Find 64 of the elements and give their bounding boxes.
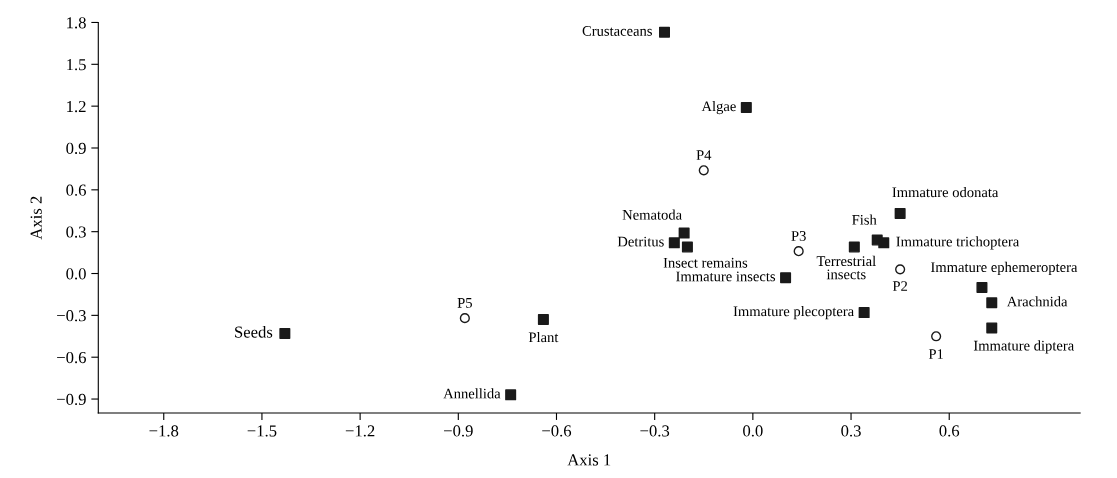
point <box>678 227 690 239</box>
point <box>895 264 906 275</box>
annotation: Annellida <box>443 388 501 399</box>
y-tick-label: 0.3 <box>66 226 86 238</box>
annotation: Arachnida <box>1006 296 1068 307</box>
y-axis-title: Axis 2 <box>30 196 42 240</box>
y-tick-label: 1.8 <box>67 17 86 29</box>
annotation: Immature ephemeroptera <box>930 261 1078 276</box>
x-tick-label: −0.3 <box>640 425 670 437</box>
point <box>698 165 709 176</box>
annotation: Immature odonata <box>892 186 999 198</box>
x-tick-label: −0.6 <box>542 425 572 437</box>
point <box>681 241 693 253</box>
annotation: Terrestrial insects <box>816 255 876 280</box>
y-tick-label: −0.9 <box>57 393 86 406</box>
annotation: Plant <box>528 331 559 343</box>
annotation: Algae <box>701 100 736 115</box>
point <box>740 102 752 114</box>
y-tick-label: 0.0 <box>66 268 86 280</box>
y-tick-label: −0.6 <box>57 351 86 364</box>
point <box>931 331 942 342</box>
annotation: P5 <box>457 298 472 308</box>
y-tick-label: 0.6 <box>66 184 86 196</box>
x-tick-label: −1.8 <box>149 425 179 437</box>
point <box>793 246 804 257</box>
point <box>658 26 670 38</box>
point <box>858 307 870 319</box>
annotation: P4 <box>696 150 712 160</box>
y-tick-label: −0.3 <box>57 310 86 322</box>
annotation: Detritus <box>617 236 664 247</box>
annotation: Seeds <box>235 325 273 338</box>
x-tick-label: −1.5 <box>247 425 277 437</box>
point <box>986 297 998 309</box>
y-tick-label: 1.5 <box>67 59 86 71</box>
x-tick-label: 0.3 <box>841 425 861 437</box>
point <box>668 237 680 249</box>
point <box>878 237 890 249</box>
x-tick-label: −1.2 <box>345 425 375 437</box>
point <box>279 327 291 339</box>
point <box>986 322 998 334</box>
x-tick-label: 0.0 <box>743 425 763 437</box>
annotation: Immature diptera <box>973 340 1074 354</box>
point <box>505 389 517 401</box>
point <box>537 314 549 326</box>
annotation: P2 <box>892 281 908 291</box>
annotation: P1 <box>928 349 943 359</box>
annotation: Immature trichoptera <box>896 236 1020 250</box>
annotation: Fish <box>852 214 877 225</box>
annotation: Immature plecoptera <box>733 305 854 320</box>
point <box>780 272 792 284</box>
x-tick-label: 0.6 <box>939 425 960 437</box>
point <box>848 241 860 253</box>
annotation: Immature insects <box>676 271 776 282</box>
point <box>894 208 906 220</box>
annotation: Nematoda <box>622 209 682 220</box>
y-tick-label: 1.2 <box>67 100 86 113</box>
x-axis-title: Axis 1 <box>567 454 611 466</box>
point <box>459 313 470 324</box>
annotation: Crustaceans <box>582 26 652 36</box>
point <box>976 281 988 293</box>
x-tick-label: −0.9 <box>444 425 473 437</box>
annotation: Insect remains <box>663 257 748 268</box>
y-tick-label: 0.9 <box>66 142 86 155</box>
annotation: P3 <box>791 231 806 241</box>
